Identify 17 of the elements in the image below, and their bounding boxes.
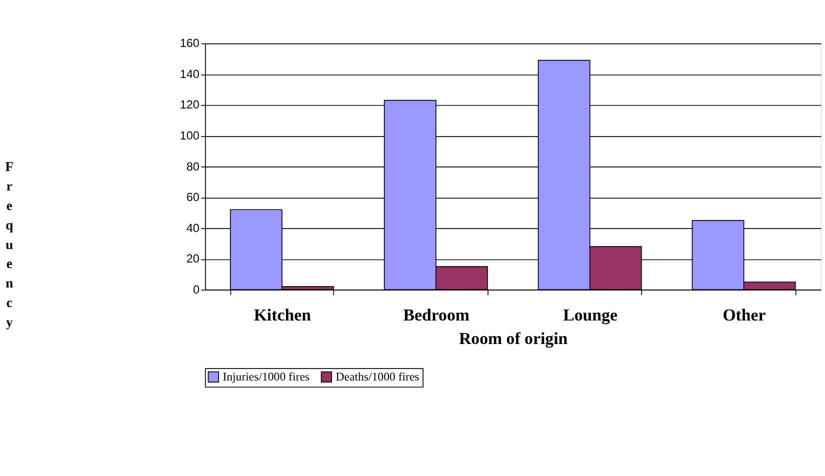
x-tick-label: Other xyxy=(722,305,766,324)
legend-label: Deaths/1000 fires xyxy=(336,369,420,384)
y-tick-label: 60 xyxy=(186,190,200,204)
x-axis-title: Room of origin xyxy=(458,329,568,348)
y-tick-label: 120 xyxy=(180,98,200,112)
text: Frequency xyxy=(5,159,14,330)
y-tick-label: 20 xyxy=(186,252,200,266)
legend-label: Injuries/1000 fires xyxy=(222,369,310,384)
y-tick-label: 160 xyxy=(180,36,200,50)
x-tick-label: Bedroom xyxy=(403,305,470,324)
y-tick-label: 100 xyxy=(180,128,200,143)
x-tick-label: Lounge xyxy=(563,305,618,324)
x-tick-label: Kitchen xyxy=(254,305,312,324)
y-tick-label: 0 xyxy=(192,282,200,296)
y-tick-label: 80 xyxy=(186,159,200,174)
y-tick-label: 140 xyxy=(180,66,200,81)
y-tick-label: 40 xyxy=(186,220,200,235)
